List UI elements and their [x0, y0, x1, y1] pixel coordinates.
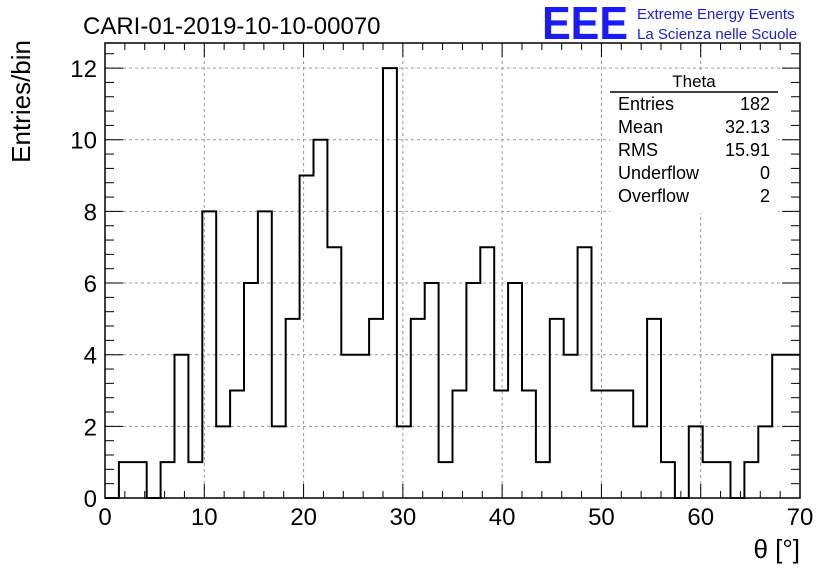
stats-row-label: RMS	[618, 140, 658, 160]
stats-row-value: 32.13	[725, 117, 770, 137]
y-tick-label: 10	[70, 128, 97, 155]
y-tick-label: 2	[84, 414, 97, 441]
stats-row-label: Underflow	[618, 163, 700, 183]
stats-row-value: 15.91	[725, 140, 770, 160]
logo-line-2: La Scienza nelle Scuole	[637, 26, 797, 43]
logo-line-1: Extreme Energy Events	[637, 6, 795, 23]
x-tick-label: 20	[290, 504, 317, 531]
stats-row-value: 182	[740, 94, 770, 114]
run-title: CARI-01-2019-10-10-00070	[83, 13, 381, 40]
x-axis-ticks: 0 10 20 30 40 50 60 70	[98, 43, 813, 531]
stats-box: Theta Entries 182 Mean 32.13 RMS 15.91 Underfl…	[610, 72, 778, 213]
plot-frame	[104, 42, 801, 499]
y-axis-label: Entries/bin	[6, 40, 36, 163]
stats-row-label: Mean	[618, 117, 663, 137]
y-tick-label: 0	[84, 486, 97, 513]
stats-row-label: Overflow	[618, 186, 690, 206]
x-tick-label: 30	[390, 504, 417, 531]
stats-title: Theta	[672, 72, 716, 91]
y-tick-label: 12	[70, 56, 97, 83]
y-tick-label: 4	[84, 343, 97, 370]
y-tick-label: 8	[84, 199, 97, 226]
x-tick-label: 40	[489, 504, 516, 531]
x-tick-label: 70	[787, 504, 814, 531]
y-axis-ticks: 0 2 4 6 8 10 12	[70, 53, 800, 513]
x-tick-label: 50	[588, 504, 615, 531]
x-tick-label: 10	[191, 504, 218, 531]
x-tick-label: 0	[98, 504, 111, 531]
histogram-series	[105, 67, 800, 499]
stats-row-label: Entries	[618, 94, 674, 114]
stats-row-value: 0	[760, 163, 770, 183]
x-tick-label: 60	[687, 504, 714, 531]
stats-rows: Entries 182 Mean 32.13 RMS 15.91 Underflow 0 Ove…	[618, 94, 770, 206]
x-axis-label: θ [°]	[753, 534, 800, 564]
eee-logo: EEE	[542, 0, 628, 49]
stats-row-value: 2	[760, 186, 770, 206]
y-tick-label: 6	[84, 271, 97, 298]
